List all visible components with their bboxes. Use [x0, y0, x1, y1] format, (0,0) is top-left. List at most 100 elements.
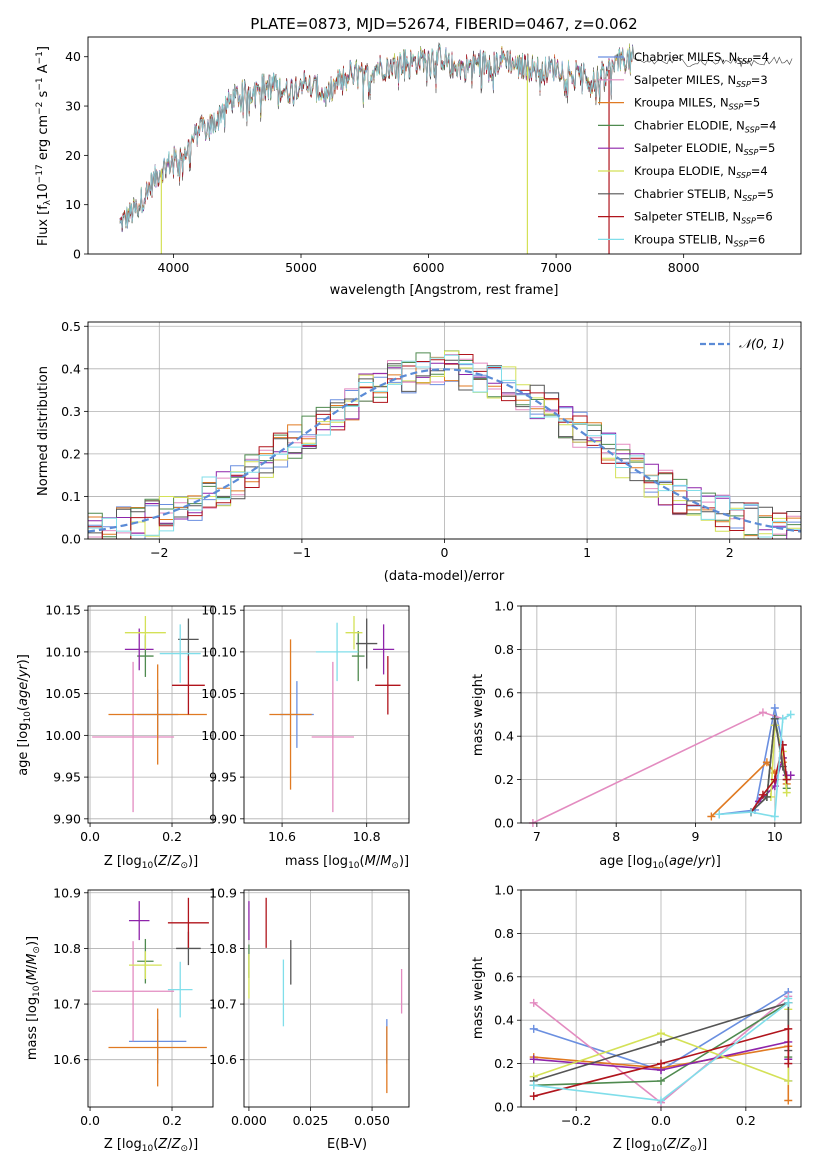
x-tick-label: 8000: [668, 260, 700, 275]
legend-label-2: Kroupa MILES, NSSP=5: [634, 96, 760, 112]
weight-marker-8: [778, 714, 787, 723]
mass-ylabel: mass [log10(M/M⊙)]: [25, 936, 42, 1060]
weight-marker-2: [762, 758, 771, 767]
spectrum-ylabel: Flux [fλ10−17 erg cm−2 s−1 A−1]: [35, 46, 53, 246]
y-tick-label: 40: [65, 49, 81, 64]
axes-frame: [87, 889, 214, 1108]
x-tick-label: −2: [150, 545, 168, 560]
x-tick-label: 0.0: [80, 829, 100, 844]
axes-frame: [520, 605, 802, 824]
spectrum-xlabel: wavelength [Angstrom, rest frame]: [330, 283, 559, 298]
x-tick-label: 1: [583, 545, 591, 560]
y-tick-label: 0: [73, 247, 81, 262]
y-tick-label: 10.8: [53, 941, 81, 956]
x-tick-label: 4000: [158, 260, 190, 275]
x-tick-label: −1: [293, 545, 311, 560]
x-tick-label: 0.2: [736, 1113, 756, 1128]
x-tick-label: 0.025: [293, 1113, 329, 1128]
y-tick-label: 9.90: [209, 811, 237, 826]
y-tick-label: 0.4: [494, 1013, 514, 1028]
x-tick-label: 0.0: [651, 1113, 671, 1128]
y-tick-label: 10.05: [201, 686, 237, 701]
axes-frame: [243, 889, 410, 1108]
weight-marker-7: [784, 1024, 793, 1033]
weight-marker-7: [784, 1059, 793, 1068]
axes-frame: [520, 889, 802, 1108]
mass-vs-ebv-panel: 0.000 0.025 0.050 10.6 10.7 10.8 10.9 E(B-V): [209, 885, 410, 1152]
normal-curve: [87, 368, 802, 533]
y-tick-label: 0.3: [61, 404, 81, 419]
y-tick-label: 10.15: [201, 603, 237, 618]
weight-z-ylabel: mass weight: [471, 957, 486, 1039]
weight-marker-5: [784, 1076, 793, 1085]
y-tick-label: 10.15: [45, 603, 81, 618]
x-tick-label: 0: [441, 545, 449, 560]
axes-frame: [87, 605, 214, 824]
y-tick-label: 10.10: [201, 644, 237, 659]
y-tick-label: 0.4: [494, 729, 514, 744]
weight-marker-7: [529, 1092, 538, 1101]
y-tick-label: 0.6: [494, 969, 514, 984]
axes-frame: [87, 321, 802, 540]
weight-marker-5: [657, 1029, 665, 1038]
x-tick-label: −0.2: [561, 1113, 591, 1128]
weight-marker-8: [715, 810, 724, 819]
x-tick-label: 6000: [413, 260, 445, 275]
y-tick-label: 0.8: [494, 926, 514, 941]
x-tick-label: 10.6: [268, 829, 296, 844]
residual-ylabel: Normed distribution: [36, 366, 51, 496]
legend-label-3: Chabrier ELODIE, NSSP=4: [634, 118, 776, 134]
residual-hist-6: [88, 359, 801, 540]
x-tick-label: 7: [533, 829, 541, 844]
y-tick-label: 0.6: [494, 685, 514, 700]
weight-marker-8: [657, 1096, 665, 1105]
x-tick-label: 0.050: [354, 1113, 390, 1128]
y-tick-label: 0.5: [61, 319, 81, 334]
legend-label-1: Salpeter MILES, NSSP=3: [634, 73, 768, 89]
y-tick-label: 30: [65, 99, 81, 114]
y-tick-label: 20: [65, 148, 81, 163]
weight-vs-z-panel: −0.2 0.0 0.2 0.0 0.2 0.4 0.6 0.8 1.0 Z [log10(Z/…: [471, 883, 802, 1154]
weight-vs-age-panel: 7 8 9 10 0.0 0.2 0.4 0.6 0.8 1.0 age [log10(age/y…: [471, 599, 802, 871]
y-tick-label: 9.95: [53, 770, 81, 785]
weight-marker-8: [529, 1081, 538, 1090]
axes-frame: [243, 605, 410, 824]
legend-label-5: Kroupa ELODIE, NSSP=4: [634, 164, 768, 180]
y-tick-label: 0.8: [494, 642, 514, 657]
weight-marker-7: [657, 1059, 665, 1068]
y-tick-label: 0.0: [494, 816, 514, 831]
legend-label-4: Salpeter ELODIE, NSSP=5: [634, 141, 775, 157]
y-tick-label: 0.0: [494, 1100, 514, 1115]
y-tick-label: 1.0: [494, 599, 514, 614]
x-tick-label: 10: [767, 829, 783, 844]
weight-marker-7: [758, 790, 767, 799]
weight-marker-4: [529, 1055, 538, 1064]
y-tick-label: 10.9: [53, 885, 81, 900]
weight-marker-6: [657, 1037, 665, 1046]
y-tick-label: 9.95: [209, 770, 237, 785]
y-tick-label: 10.8: [209, 941, 237, 956]
y-tick-label: 10.7: [53, 997, 81, 1012]
weight-marker-8: [747, 808, 756, 817]
age-vs-z-panel: 0.0 0.2 9.90 9.95 10.00 10.05 10.10 10.15 Z [lo…: [16, 603, 214, 871]
y-tick-label: 9.90: [53, 811, 81, 826]
y-tick-label: 0.4: [61, 361, 81, 376]
residual-hist-5: [88, 350, 801, 540]
y-tick-label: 0.2: [61, 446, 81, 461]
mass-z-xlabel: Z [log10(Z/Z⊙)]: [104, 1137, 198, 1154]
weight-marker-0: [529, 1024, 538, 1033]
normal-legend-label: 𝒩(0, 1): [739, 336, 785, 351]
weight-line-7: [533, 1027, 790, 1097]
y-tick-label: 1.0: [494, 883, 514, 898]
x-tick-label: 2: [726, 545, 734, 560]
age-ylabel: age [log10(age/yr)]: [16, 654, 33, 776]
weight-marker-3: [657, 1076, 665, 1085]
y-tick-label: 10.00: [201, 728, 237, 743]
residual-hist-7: [88, 354, 801, 540]
x-tick-label: 0.2: [162, 1113, 182, 1128]
ebv-xlabel: E(B-V): [327, 1137, 367, 1152]
spectrum-panel: 4000 5000 6000 7000 8000 0 10 20 30 40 Chabrier M…: [35, 36, 802, 298]
legend-label-7: Salpeter STELIB, NSSP=6: [634, 210, 773, 226]
y-tick-label: 0.0: [61, 532, 81, 547]
